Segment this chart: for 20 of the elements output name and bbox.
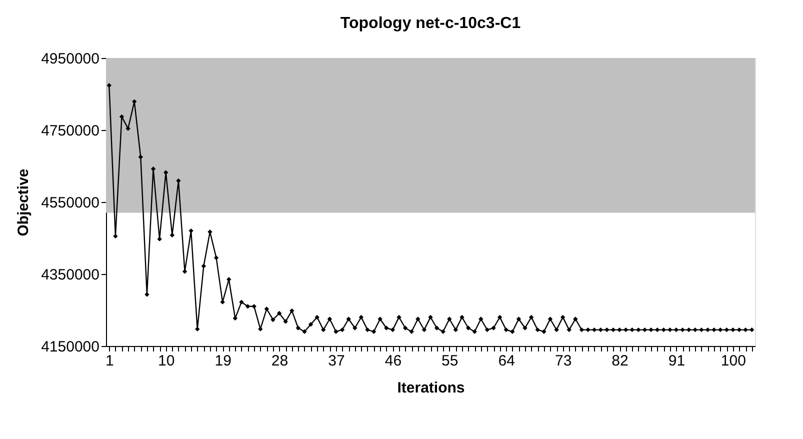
- x-axis-title: Iterations: [397, 380, 465, 396]
- y-tick-label: 4150000: [41, 338, 100, 356]
- y-axis-title: Objective: [15, 168, 32, 236]
- x-tick-label: 100: [720, 352, 746, 370]
- y-tick-label: 4550000: [41, 194, 100, 212]
- x-tick-label: 73: [554, 352, 572, 370]
- x-tick-label: 91: [668, 352, 686, 370]
- x-tick-label: 55: [442, 352, 458, 370]
- y-tick-label: 4950000: [41, 50, 100, 68]
- x-tick-label: 28: [271, 352, 288, 370]
- chart-title: Topology net-c-10c3-C1: [340, 15, 521, 32]
- y-tick-label: 4350000: [41, 266, 100, 284]
- x-tick-label: 82: [612, 352, 628, 370]
- x-tick-label: 1: [105, 352, 114, 370]
- x-tick-label: 64: [498, 352, 515, 370]
- x-tick-label: 37: [328, 352, 345, 370]
- x-tick-label: 46: [384, 352, 402, 370]
- x-tick-label: 19: [214, 352, 232, 370]
- x-tick-label: 10: [158, 352, 175, 370]
- y-tick-label: 4750000: [41, 122, 100, 140]
